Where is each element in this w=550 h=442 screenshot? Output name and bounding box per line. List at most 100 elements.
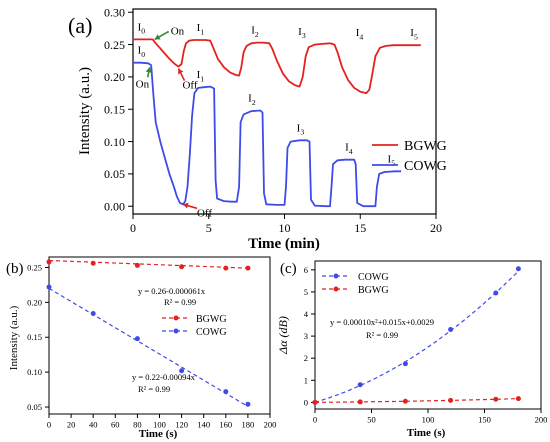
data-point-bgwg	[357, 399, 363, 405]
level-label-bgwg: I4	[356, 27, 364, 41]
chart-b: (b) 0.05 0.10 0.15 0.20 0.25 0 20 40 60 80 100 120…	[6, 256, 277, 440]
x-tick-label: 20	[67, 420, 76, 430]
y-tick-label: 5	[304, 287, 308, 297]
data-point-cowg	[46, 284, 52, 290]
x-tick-label: 100	[422, 415, 435, 425]
x-tick-label: 0	[130, 221, 136, 235]
chart-c-legend: COWG BGWG	[322, 272, 389, 296]
chart-a-y-axis: 0.00 0.05 0.10 0.15 0.20 0.25 0.30	[104, 5, 133, 213]
data-point-bgwg	[448, 397, 454, 403]
chart-b-x-axis: 0 20 40 60 80 100 120 140 160 180 200	[47, 414, 277, 430]
fit-r2-cowg: R² = 0.99	[138, 384, 170, 394]
level-label-cowg: I3	[297, 122, 305, 136]
level-label-cowg: I1	[197, 69, 205, 83]
x-tick-label: 5	[206, 221, 212, 235]
legend-label: BGWG	[196, 314, 227, 325]
on-off-arrow-head	[178, 68, 184, 75]
x-tick-label: 10	[279, 221, 291, 235]
y-tick-label: 0.25	[104, 38, 125, 52]
legend-marker	[173, 315, 179, 321]
series-line-cowg	[133, 61, 402, 208]
level-label-bgwg: I5	[410, 27, 418, 41]
level-label-bgwg: I2	[251, 25, 259, 39]
legend-marker	[333, 286, 339, 292]
on-label: On	[171, 25, 185, 37]
legend-label: BGWG	[358, 285, 389, 296]
x-tick-label: 100	[153, 420, 166, 430]
chart-b-y-axis: 0.05 0.10 0.15 0.20 0.25	[27, 262, 49, 412]
panel-a-label: (a)	[68, 13, 92, 38]
level-label-bgwg: I0	[138, 21, 146, 35]
x-tick-label: 200	[535, 415, 548, 425]
x-tick-label: 15	[354, 221, 366, 235]
chart-c-y-axis: 0 1 2 3 4 5 6	[304, 265, 315, 407]
fit-line-cowg	[314, 270, 519, 403]
data-point-bgwg	[134, 262, 140, 268]
on-label: On	[136, 78, 150, 90]
fit-r2-cowg: R² = 0.99	[366, 330, 398, 340]
series-line-bgwg	[133, 38, 421, 94]
level-label-bgwg: I3	[298, 26, 306, 40]
legend-label: COWG	[358, 272, 389, 283]
y-tick-label: 3	[304, 331, 308, 341]
level-label-cowg: I2	[248, 93, 256, 107]
data-point-bgwg	[515, 396, 521, 402]
chart-c-y-axis-label: Δα (dB)	[276, 316, 290, 355]
fit-r2-bgwg: R² = 0.99	[164, 297, 196, 307]
legend-label: COWG	[404, 159, 447, 174]
chart-b-x-axis-label: Time (s)	[139, 428, 178, 440]
x-tick-label: 0	[313, 415, 317, 425]
y-tick-label: 0.30	[104, 5, 125, 19]
y-tick-label: 0.00	[104, 199, 125, 213]
legend-marker	[333, 273, 339, 279]
chart-a-x-axis-label: Time (min)	[248, 236, 320, 252]
y-tick-label: 1	[304, 375, 308, 385]
chart-a-series	[133, 38, 421, 208]
data-point-cowg	[357, 382, 363, 388]
on-off-arrow-head	[145, 67, 152, 73]
chart-a: (a) 0.00 0.05 0.10 0.15 0.20 0.25 0.30 0 5 10 15 2…	[68, 5, 447, 252]
legend-label: BGWG	[404, 139, 447, 154]
fit-equation-bgwg: y = 0.26-0.000061x	[138, 286, 206, 296]
chart-b-series	[46, 259, 251, 407]
fit-line-cowg	[48, 287, 249, 407]
chart-c-annotations: y = 0.00010x²+0.015x+0.0029 R² = 0.99	[330, 317, 434, 340]
legend-label: COWG	[196, 327, 227, 338]
legend-marker	[173, 328, 179, 334]
y-tick-label: 0.05	[104, 167, 125, 181]
x-tick-label: 50	[367, 415, 376, 425]
panel-b-label: (b)	[6, 261, 24, 277]
x-tick-label: 150	[478, 415, 491, 425]
x-tick-label: 200	[264, 420, 277, 430]
data-point-bgwg	[90, 260, 96, 266]
x-tick-label: 40	[89, 420, 98, 430]
y-tick-label: 2	[304, 353, 308, 363]
data-point-bgwg	[493, 396, 499, 402]
y-tick-label: 0.05	[27, 402, 42, 412]
fit-line-bgwg	[314, 398, 519, 403]
fit-equation-cowg: y = 0.00010x²+0.015x+0.0029	[330, 317, 434, 327]
chart-c: (c) 0 1 2 3 4 5 6 0 50 100 150 200 y = 0.00010x²+0…	[276, 260, 548, 439]
x-tick-label: 60	[111, 420, 120, 430]
data-point-bgwg	[223, 265, 229, 271]
data-point-cowg	[448, 326, 454, 332]
data-point-bgwg	[402, 398, 408, 404]
level-label-cowg: I0	[138, 45, 146, 59]
on-off-arrow-head	[182, 202, 189, 209]
chart-b-y-axis-label: Intensity (a.u.)	[8, 305, 20, 370]
data-point-bgwg	[312, 399, 318, 405]
y-tick-label: 0.10	[27, 367, 42, 377]
x-tick-label: 160	[219, 420, 232, 430]
x-tick-label: 80	[133, 420, 142, 430]
data-point-cowg	[515, 266, 521, 272]
chart-c-series	[312, 266, 521, 405]
fit-equation-cowg: y = 0.22-0.00094x	[132, 372, 196, 382]
off-label: Off	[197, 207, 212, 219]
chart-a-annotations: I0 I1 I2 I3 I4 I5 I0 I1 I2 I3 I4 I5 On Off On Off	[136, 21, 418, 219]
y-tick-label: 6	[304, 265, 308, 275]
chart-c-x-axis-label: Time (s)	[407, 427, 446, 439]
y-tick-label: 0.15	[104, 102, 125, 116]
x-tick-label: 180	[242, 420, 255, 430]
